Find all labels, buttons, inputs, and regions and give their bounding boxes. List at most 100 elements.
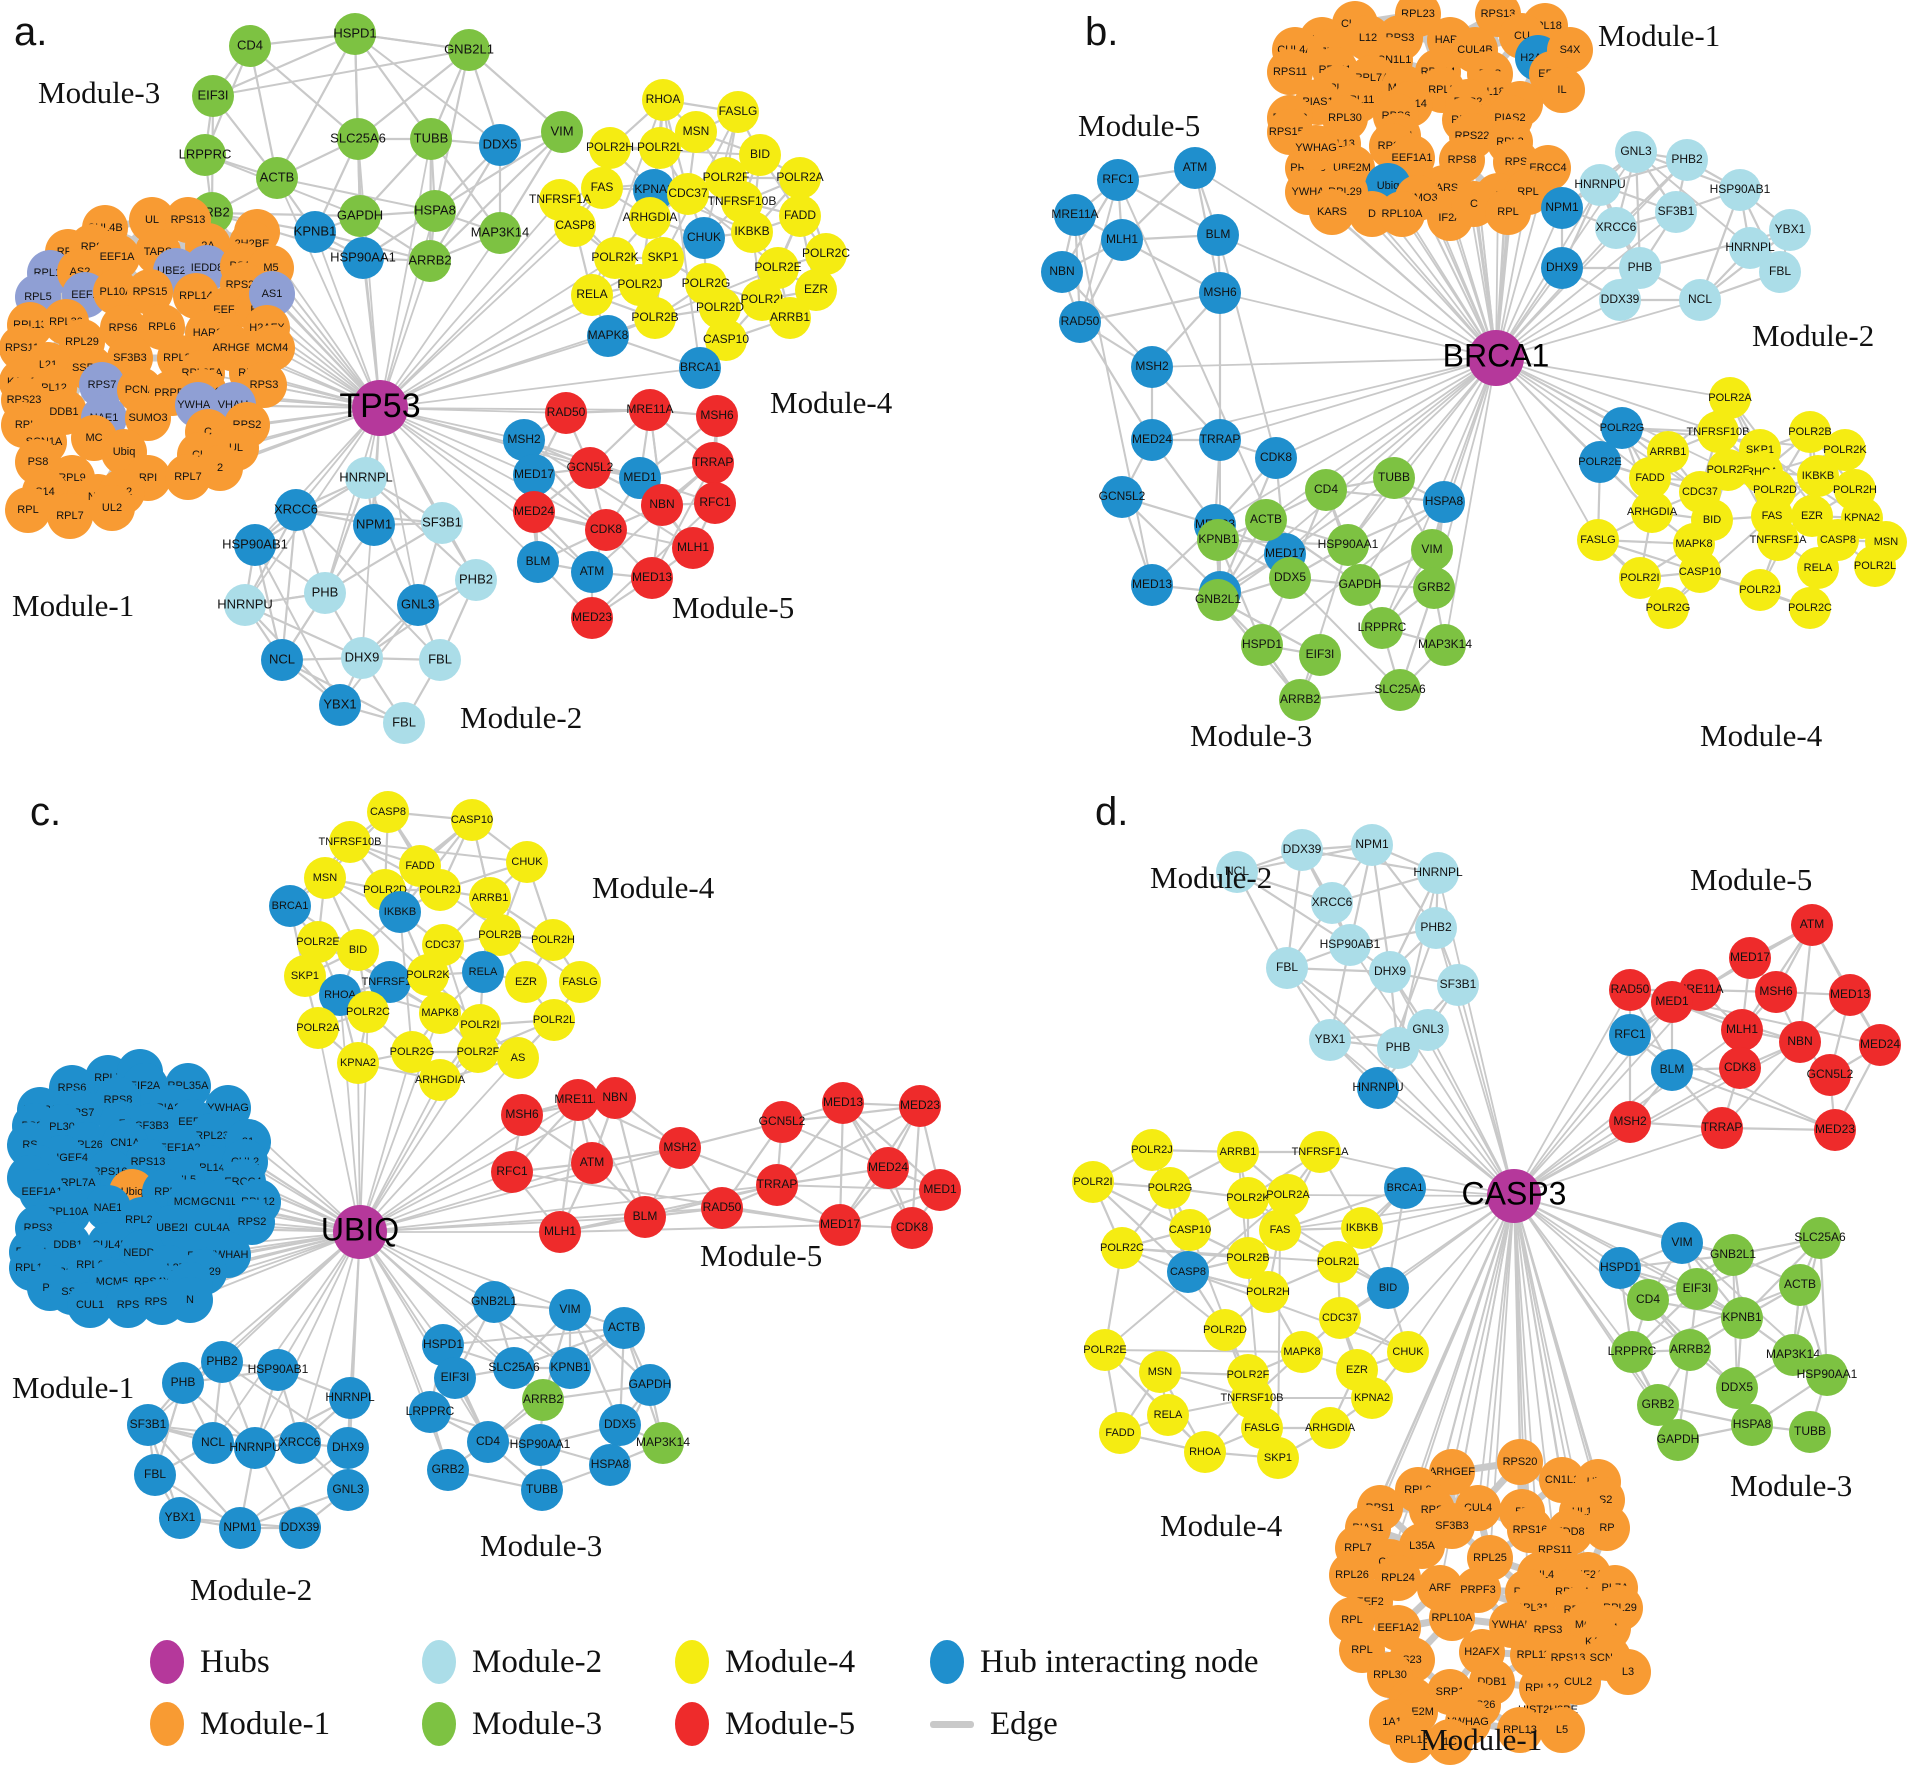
node[interactable]: POLR2G bbox=[1600, 407, 1645, 449]
node[interactable]: MAP3K14 bbox=[1418, 624, 1472, 666]
node[interactable]: MED23 bbox=[571, 597, 613, 639]
node[interactable]: MED1 bbox=[919, 1169, 961, 1211]
node[interactable]: HSPA8 bbox=[1731, 1404, 1773, 1446]
node[interactable]: MSH2 bbox=[659, 1127, 701, 1169]
node[interactable]: YBX1 bbox=[1769, 209, 1811, 251]
node[interactable]: DDX39 bbox=[1281, 829, 1323, 871]
node[interactable]: CD4 bbox=[1305, 469, 1347, 511]
node[interactable]: ATM bbox=[571, 1142, 613, 1184]
node[interactable]: XRCC6 bbox=[1311, 882, 1353, 924]
node[interactable]: POLR2J bbox=[419, 869, 461, 911]
node[interactable]: HSPA8 bbox=[589, 1444, 631, 1486]
node[interactable]: ARRB2 bbox=[1669, 1329, 1711, 1371]
node[interactable]: FASLG bbox=[717, 91, 759, 133]
node[interactable]: ARHGDIA bbox=[623, 197, 678, 239]
node[interactable]: MED13 bbox=[631, 557, 673, 599]
node[interactable]: MRE11A bbox=[554, 1079, 602, 1121]
node[interactable]: TUBB bbox=[1789, 1411, 1831, 1453]
node[interactable]: FADD bbox=[1099, 1412, 1141, 1454]
node[interactable]: GRB2 bbox=[1637, 1384, 1679, 1426]
hub-node-a[interactable]: TP53 bbox=[339, 380, 421, 436]
node[interactable]: RFC1 bbox=[491, 1151, 533, 1193]
node[interactable]: RFC1 bbox=[694, 482, 736, 524]
node[interactable]: BLM bbox=[1197, 214, 1239, 256]
node[interactable]: HNRNPU bbox=[229, 1427, 281, 1469]
node[interactable]: POLR2E bbox=[1578, 441, 1622, 483]
node[interactable]: RPL bbox=[5, 487, 51, 533]
node[interactable]: ACTB bbox=[256, 157, 298, 199]
node[interactable]: RPL7 bbox=[165, 454, 211, 500]
node[interactable]: RP bbox=[1584, 1505, 1630, 1551]
node[interactable]: MAPK8 bbox=[587, 315, 629, 357]
node[interactable]: 1C bbox=[1427, 1719, 1473, 1765]
node[interactable]: GNB2L1 bbox=[1710, 1234, 1756, 1276]
node[interactable]: IKBKB bbox=[731, 211, 773, 253]
node[interactable]: ATM bbox=[1791, 904, 1833, 946]
node[interactable]: MAP3K14 bbox=[471, 212, 530, 254]
node[interactable]: POLR2G bbox=[1646, 587, 1691, 629]
node[interactable]: MED13 bbox=[822, 1082, 864, 1124]
node[interactable]: ACTB bbox=[603, 1307, 645, 1349]
node[interactable]: MED1 bbox=[1651, 981, 1693, 1023]
node[interactable]: NPM1 bbox=[353, 504, 395, 546]
node[interactable]: HSP90AA1 bbox=[1797, 1354, 1858, 1396]
node[interactable]: RPS bbox=[105, 1282, 151, 1328]
node[interactable]: NBN bbox=[641, 484, 683, 526]
node[interactable]: NCL bbox=[1216, 851, 1258, 893]
node[interactable]: CD4 bbox=[229, 25, 271, 67]
node[interactable]: POLR2B bbox=[631, 297, 679, 339]
node[interactable]: BID bbox=[337, 929, 379, 971]
node[interactable]: EIF3I bbox=[192, 75, 234, 117]
node[interactable]: SLC25A6 bbox=[1374, 669, 1426, 711]
node[interactable]: POLR2I bbox=[1619, 557, 1661, 599]
node[interactable]: HSPD1 bbox=[333, 13, 377, 55]
node[interactable]: FAS bbox=[1259, 1209, 1301, 1251]
node[interactable]: POLR2C bbox=[802, 233, 850, 275]
node[interactable]: RPS7 bbox=[79, 362, 125, 408]
node[interactable]: TUBB bbox=[410, 118, 452, 160]
node[interactable]: TRRAP bbox=[1199, 419, 1241, 461]
node[interactable]: GNL3 bbox=[1615, 131, 1657, 173]
node[interactable]: PHB bbox=[162, 1362, 204, 1404]
node[interactable]: VIM bbox=[1411, 529, 1453, 571]
node[interactable]: MAPK8 bbox=[419, 992, 461, 1034]
node[interactable]: CASP8 bbox=[1167, 1251, 1209, 1293]
node[interactable]: EZR bbox=[795, 269, 837, 311]
node[interactable]: LRPPRC bbox=[179, 134, 232, 176]
node[interactable]: PHB bbox=[1377, 1027, 1419, 1069]
node[interactable]: DDX39 bbox=[279, 1507, 321, 1549]
node[interactable]: POLR2F bbox=[457, 1031, 500, 1073]
node[interactable]: POLR2A bbox=[776, 157, 824, 199]
node[interactable]: BID bbox=[1367, 1267, 1409, 1309]
node[interactable]: TNFRSF10B bbox=[1687, 411, 1750, 453]
node[interactable]: MED24 bbox=[513, 491, 555, 533]
node[interactable]: GCN5L2 bbox=[1807, 1054, 1854, 1096]
node[interactable]: CD4 bbox=[1627, 1279, 1669, 1321]
node[interactable]: MED17 bbox=[513, 454, 555, 496]
node[interactable]: TRRAP bbox=[692, 442, 734, 484]
node[interactable]: KPNB1 bbox=[294, 211, 337, 253]
node[interactable]: POLR2J bbox=[1739, 569, 1781, 611]
node[interactable]: GNB2L1 bbox=[444, 29, 494, 71]
node[interactable]: KARS bbox=[1309, 189, 1355, 235]
node[interactable]: EZR bbox=[505, 961, 547, 1003]
node[interactable]: RFC1 bbox=[1097, 159, 1139, 201]
node[interactable]: MAPK8 bbox=[1281, 1331, 1323, 1373]
node[interactable]: CDC37 bbox=[1319, 1297, 1361, 1339]
node[interactable]: MLH1 bbox=[1101, 219, 1143, 261]
node[interactable]: PHB2 bbox=[1415, 907, 1457, 949]
node[interactable]: RPL7 bbox=[47, 493, 93, 539]
node[interactable]: CDK8 bbox=[1719, 1047, 1761, 1089]
node[interactable]: NPM1 bbox=[1541, 187, 1583, 229]
node[interactable]: HSP90AA1 bbox=[1318, 524, 1379, 566]
node[interactable]: HNRNPL bbox=[325, 1377, 375, 1419]
node[interactable]: SF3B1 bbox=[1437, 964, 1479, 1006]
node[interactable]: GRB2 bbox=[1413, 567, 1455, 609]
node[interactable]: POLR2B bbox=[1226, 1237, 1270, 1279]
node[interactable]: ARHGDIA bbox=[1627, 491, 1678, 533]
node[interactable]: SKP1 bbox=[284, 955, 326, 997]
node[interactable]: KPNB1 bbox=[1197, 519, 1239, 561]
node[interactable]: HSP90AB1 bbox=[248, 1349, 309, 1391]
node[interactable]: KPNA2 bbox=[1351, 1377, 1393, 1419]
node[interactable]: UL2 bbox=[89, 485, 135, 531]
